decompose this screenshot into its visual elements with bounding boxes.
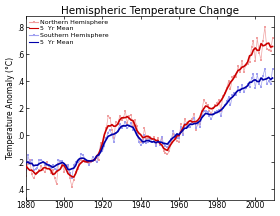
Northern Hemisphere	[219, 110, 223, 112]
Northern Hemisphere	[263, 26, 267, 29]
5  Yr Mean	[66, 168, 70, 171]
Legend: Northern Hemisphere, 5  Yr Mean, Southern Hemisphere, 5  Yr Mean: Northern Hemisphere, 5 Yr Mean, Southern…	[29, 19, 109, 45]
Northern Hemisphere	[70, 185, 74, 188]
Southern Hemisphere	[24, 169, 28, 172]
5  Yr Mean	[208, 107, 211, 110]
Title: Hemispheric Temperature Change: Hemispheric Temperature Change	[61, 6, 239, 16]
Southern Hemisphere	[189, 126, 192, 128]
Line: 5  Yr Mean: 5 Yr Mean	[26, 43, 272, 177]
Y-axis label: Temperature Anomaly (°C): Temperature Anomaly (°C)	[6, 57, 15, 159]
5  Yr Mean	[24, 165, 28, 168]
5  Yr Mean	[271, 77, 274, 79]
5  Yr Mean	[72, 176, 75, 178]
5  Yr Mean	[267, 42, 270, 44]
5  Yr Mean	[219, 109, 223, 111]
Line: Southern Hemisphere: Southern Hemisphere	[25, 68, 274, 180]
Southern Hemisphere	[208, 115, 211, 118]
Northern Hemisphere	[24, 175, 28, 177]
Northern Hemisphere	[93, 158, 96, 161]
Southern Hemisphere	[131, 129, 135, 131]
5  Yr Mean	[189, 119, 192, 122]
Northern Hemisphere	[154, 143, 158, 146]
Northern Hemisphere	[271, 37, 274, 39]
5  Yr Mean	[93, 158, 96, 160]
5  Yr Mean	[154, 141, 158, 144]
Line: Northern Hemisphere: Northern Hemisphere	[25, 26, 274, 188]
Southern Hemisphere	[70, 177, 74, 180]
Northern Hemisphere	[208, 110, 211, 112]
Northern Hemisphere	[131, 124, 135, 127]
Northern Hemisphere	[189, 123, 192, 126]
Southern Hemisphere	[93, 158, 96, 161]
5  Yr Mean	[271, 45, 274, 48]
Southern Hemisphere	[271, 68, 274, 70]
5  Yr Mean	[189, 123, 192, 125]
5  Yr Mean	[93, 159, 96, 161]
5  Yr Mean	[131, 126, 135, 129]
Line: 5  Yr Mean: 5 Yr Mean	[26, 77, 272, 170]
5  Yr Mean	[131, 119, 135, 122]
Southern Hemisphere	[154, 145, 158, 147]
5  Yr Mean	[24, 161, 28, 164]
5  Yr Mean	[154, 139, 158, 142]
5  Yr Mean	[267, 76, 270, 79]
5  Yr Mean	[208, 113, 211, 116]
5  Yr Mean	[219, 99, 223, 102]
Southern Hemisphere	[219, 115, 223, 118]
Southern Hemisphere	[263, 68, 267, 70]
